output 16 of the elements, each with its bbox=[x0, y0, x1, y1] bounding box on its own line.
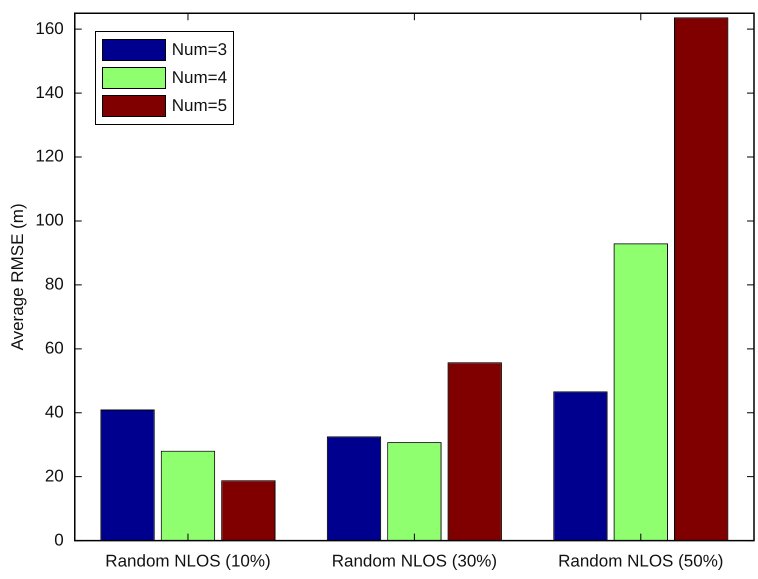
y-tick-label: 40 bbox=[44, 402, 64, 422]
legend-label: Num=3 bbox=[172, 40, 228, 60]
y-tick-label: 20 bbox=[44, 466, 64, 486]
x-tick-label: Random NLOS (50%) bbox=[558, 551, 724, 570]
y-tick-label: 160 bbox=[35, 18, 64, 38]
y-axis-title: Average RMSE (m) bbox=[8, 203, 27, 350]
y-tick-label: 60 bbox=[44, 338, 64, 358]
y-tick-label: 80 bbox=[44, 274, 64, 294]
y-tick-label: 140 bbox=[35, 82, 64, 102]
y-tick-label: 120 bbox=[35, 146, 64, 166]
legend-label: Num=5 bbox=[172, 96, 228, 116]
legend-label: Num=4 bbox=[172, 68, 228, 88]
y-tick-label: 0 bbox=[54, 530, 64, 550]
x-tick-label: Random NLOS (10%) bbox=[105, 551, 271, 570]
y-tick-label: 100 bbox=[35, 210, 64, 230]
x-tick-label: Random NLOS (30%) bbox=[332, 551, 498, 570]
